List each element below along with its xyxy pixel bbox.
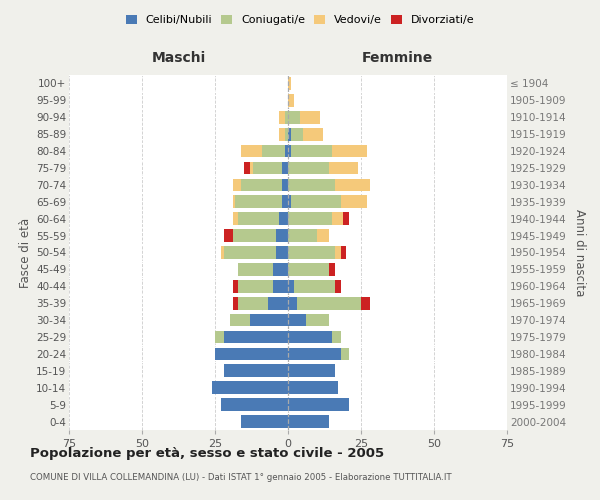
Bar	[241, 178, 282, 191]
Bar	[341, 348, 349, 360]
Bar	[288, 162, 329, 174]
Bar	[343, 212, 349, 225]
Bar	[332, 212, 343, 225]
Bar	[288, 415, 329, 428]
Y-axis label: Anni di nascita: Anni di nascita	[573, 209, 586, 296]
Bar	[288, 398, 349, 411]
Bar	[233, 297, 238, 310]
Bar	[274, 263, 288, 276]
Bar	[288, 77, 291, 90]
Bar	[288, 111, 299, 124]
Bar	[282, 196, 288, 208]
Bar	[285, 128, 288, 140]
Bar	[288, 364, 335, 377]
Bar	[291, 196, 341, 208]
Bar	[230, 314, 250, 326]
Text: Femmine: Femmine	[362, 51, 433, 65]
Bar	[302, 128, 323, 140]
Bar	[341, 196, 367, 208]
Bar	[329, 162, 358, 174]
Bar	[288, 196, 291, 208]
Bar	[215, 348, 288, 360]
Bar	[291, 128, 302, 140]
Bar	[288, 144, 291, 158]
Bar	[288, 280, 294, 292]
Legend: Celibi/Nubili, Coniugati/e, Vedovi/e, Divorziati/e: Celibi/Nubili, Coniugati/e, Vedovi/e, Di…	[121, 10, 479, 30]
Bar	[294, 280, 335, 292]
Bar	[288, 330, 332, 344]
Bar	[332, 144, 367, 158]
Bar	[233, 212, 238, 225]
Bar	[224, 330, 288, 344]
Bar	[221, 246, 224, 259]
Bar	[233, 230, 277, 242]
Bar	[297, 297, 361, 310]
Bar	[335, 280, 341, 292]
Bar	[288, 297, 297, 310]
Bar	[250, 314, 288, 326]
Bar	[235, 196, 282, 208]
Bar	[288, 212, 332, 225]
Bar	[233, 280, 238, 292]
Bar	[233, 178, 241, 191]
Bar	[282, 178, 288, 191]
Bar	[233, 196, 235, 208]
Bar	[238, 263, 274, 276]
Bar	[253, 162, 282, 174]
Bar	[262, 144, 285, 158]
Bar	[274, 280, 288, 292]
Bar	[279, 128, 285, 140]
Bar	[285, 144, 288, 158]
Bar	[335, 246, 341, 259]
Text: Maschi: Maschi	[151, 51, 206, 65]
Bar	[238, 297, 268, 310]
Bar	[329, 263, 335, 276]
Bar	[288, 348, 341, 360]
Bar	[288, 382, 338, 394]
Bar	[215, 330, 224, 344]
Bar	[288, 128, 291, 140]
Y-axis label: Fasce di età: Fasce di età	[19, 218, 32, 288]
Bar	[238, 212, 279, 225]
Bar	[288, 178, 335, 191]
Bar	[277, 246, 288, 259]
Bar	[224, 246, 277, 259]
Bar	[244, 162, 250, 174]
Bar	[241, 415, 288, 428]
Bar	[288, 246, 335, 259]
Bar	[291, 144, 332, 158]
Bar	[250, 162, 253, 174]
Bar	[361, 297, 370, 310]
Bar	[277, 230, 288, 242]
Bar	[299, 111, 320, 124]
Bar	[317, 230, 329, 242]
Bar	[285, 111, 288, 124]
Bar	[212, 382, 288, 394]
Bar	[288, 94, 294, 106]
Bar	[288, 230, 317, 242]
Bar	[305, 314, 329, 326]
Bar	[282, 162, 288, 174]
Bar	[224, 364, 288, 377]
Bar	[224, 230, 233, 242]
Bar	[279, 111, 285, 124]
Bar	[268, 297, 288, 310]
Bar	[279, 212, 288, 225]
Text: Popolazione per età, sesso e stato civile - 2005: Popolazione per età, sesso e stato civil…	[30, 448, 384, 460]
Bar	[221, 398, 288, 411]
Bar	[288, 314, 305, 326]
Bar	[341, 246, 346, 259]
Bar	[332, 330, 341, 344]
Text: COMUNE DI VILLA COLLEMANDINA (LU) - Dati ISTAT 1° gennaio 2005 - Elaborazione TU: COMUNE DI VILLA COLLEMANDINA (LU) - Dati…	[30, 472, 452, 482]
Bar	[241, 144, 262, 158]
Bar	[238, 280, 274, 292]
Bar	[288, 263, 329, 276]
Bar	[335, 178, 370, 191]
